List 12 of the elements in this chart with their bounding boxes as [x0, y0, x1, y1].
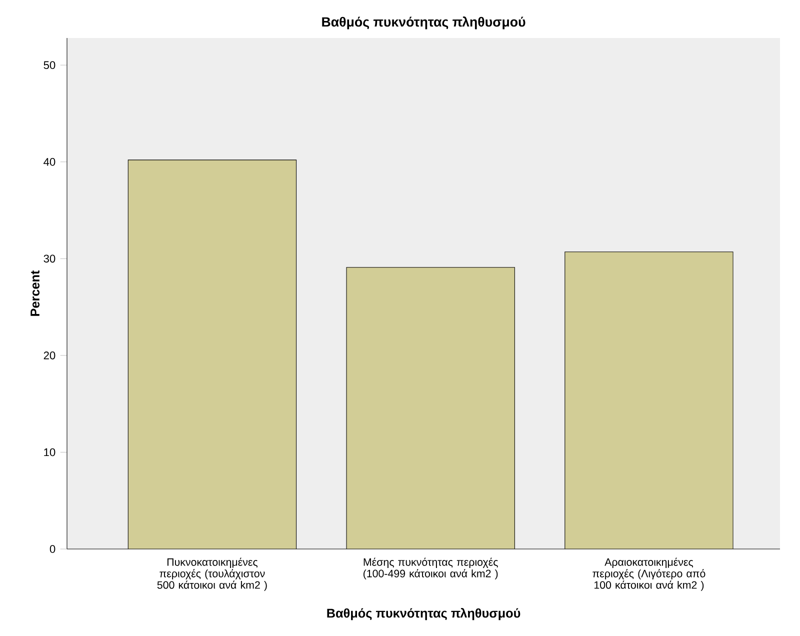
- x-tick-label: Μέσης πυκνότητας περιοχές (100-499 κάτοικοι ανά km2 ): [364, 558, 498, 580]
- y-tick-label: 10: [44, 448, 56, 456]
- y-axis-title: Percent: [30, 270, 40, 316]
- y-tick-label: 40: [44, 158, 56, 166]
- chart-title: Βαθμός πυκνότητας πληθυσμού: [322, 16, 526, 30]
- x-tick-label: Αραιοκατοικημένες περιοχές (Λιγότερο από 100 κάτοικοι ανά km2 ): [592, 558, 706, 591]
- x-tick-label: Πυκνοκατοικημένες περιοχές (τουλάχιστον 500 κάτοικοι ανά km2 ): [157, 558, 267, 591]
- y-tick-label: 50: [44, 61, 56, 70]
- y-tick-label: 30: [44, 254, 56, 263]
- y-tick-label: 20: [44, 352, 56, 360]
- y-tick-label: 0: [50, 545, 56, 553]
- x-axis-title: Βαθμός πυκνότητας πληθυσμού: [327, 608, 520, 620]
